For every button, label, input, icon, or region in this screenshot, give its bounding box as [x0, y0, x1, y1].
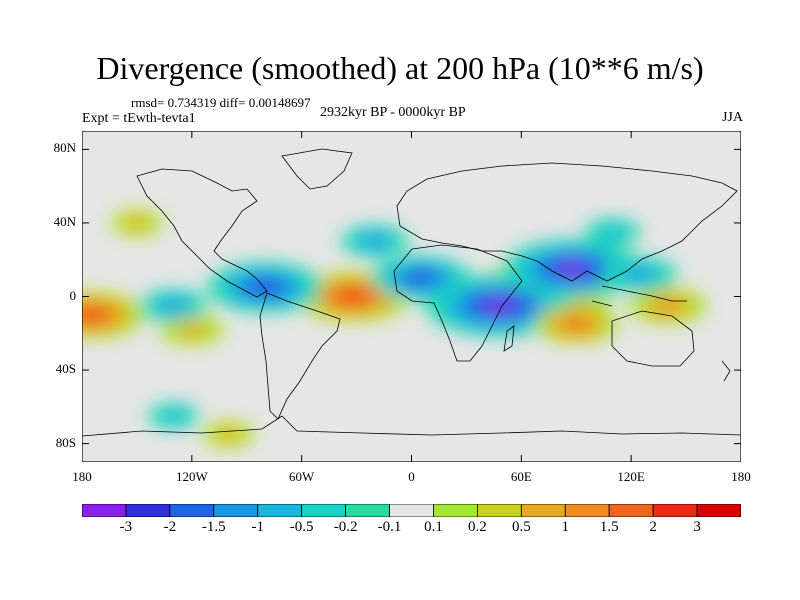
field-contour-min-north-atlantic: [363, 236, 387, 247]
colorbar-label: 0.5: [511, 519, 531, 535]
colorbar-label: 3: [693, 519, 701, 535]
lat-tick-label: 80N: [53, 140, 76, 156]
lon-tick-label: 120W: [175, 469, 208, 484]
colorbar-label: 1.5: [599, 519, 619, 535]
field-contour-min-central-america: [251, 281, 279, 294]
coast-new-zealand: [721, 360, 731, 382]
field-contour-min-southern-ocean: [162, 410, 185, 422]
field-contour-min-south-pacific-band: [162, 300, 185, 312]
coast-antarctica: [82, 415, 741, 437]
lat-tick-label: 40S: [55, 361, 76, 377]
colorbar-box: [345, 504, 390, 517]
plot-title: Divergence (smoothed) at 200 hPa (10**6 …: [96, 50, 704, 86]
field-contour-max-east-pacific: [82, 309, 104, 321]
colorbar-label: 2: [649, 519, 657, 535]
colorbar-box: [125, 504, 171, 517]
colorbar-label: -0.5: [289, 519, 314, 535]
colorbar-box: [169, 504, 215, 517]
lat-tick-label: 40N: [53, 213, 76, 229]
colorbar-label: -1: [251, 519, 264, 535]
period-label: 2932kyr BP - 0000kyr BP: [320, 105, 466, 120]
colorbar-box: [564, 504, 610, 517]
colorbar-label: -0.1: [377, 519, 402, 535]
colorbar-label: -1.5: [201, 519, 226, 535]
coast-australia: [611, 310, 695, 367]
field-contour-min-bay-of-bengal: [558, 263, 587, 275]
field-contour-max-north-pacific: [125, 217, 149, 229]
axis-ticks: [82, 131, 741, 462]
lat-tick-label: 0: [69, 287, 77, 303]
stats-line: rmsd= 0.734319 diff= 0.00148697: [131, 95, 311, 110]
field-contour-min-east-africa: [484, 299, 515, 312]
coast-southeast-asia-islands: [591, 285, 687, 307]
colorbar-box: [476, 504, 522, 517]
coast-north-america: [136, 168, 268, 298]
coast-eurasia: [396, 162, 738, 282]
lon-tick-label: 180: [731, 469, 751, 484]
lon-tick-label: 0: [408, 469, 415, 484]
colorbar-box: [301, 504, 347, 517]
colorbar-box: [82, 504, 127, 517]
colorbar-box: [652, 504, 698, 517]
colorbar-box: [213, 504, 259, 517]
lat-tick-label: 80S: [55, 434, 76, 450]
colorbar: [82, 504, 741, 517]
field-contour-min-west-africa: [409, 273, 433, 284]
field-contour-max-south-pacific-band: [177, 323, 206, 337]
lon-tick-label: 120E: [617, 469, 645, 484]
lon-tick-label: 180: [72, 469, 92, 484]
lon-tick-label: 60W: [289, 469, 315, 484]
field-contour-min-west-pacific: [627, 268, 653, 281]
coast-south-america: [259, 292, 341, 420]
divergence-field: [82, 209, 707, 448]
coast-greenland: [281, 148, 353, 190]
colorbar-box: [389, 504, 434, 517]
colorbar-label: 0.1: [424, 519, 443, 535]
colorbar-label: 1: [561, 519, 570, 535]
colorbar-label: -0.2: [333, 519, 358, 535]
coast-madagascar: [503, 325, 515, 352]
field-contour-max-maritime-continent: [654, 299, 681, 312]
field-contour-max-south-indian-ocean: [564, 318, 588, 330]
experiment-label: Expt = tEwth-tevta1: [82, 111, 196, 126]
colorbar-box: [257, 504, 303, 517]
colorbar-box: [608, 504, 654, 517]
colorbar-label: 0.2: [468, 519, 487, 535]
coast-africa: [393, 244, 523, 362]
field-contour-min-east-asia: [601, 226, 625, 238]
season-label: JJA: [721, 110, 743, 125]
lon-tick-label: 60E: [510, 469, 532, 484]
colorbar-label: -2: [163, 519, 177, 535]
coastlines: [82, 148, 741, 437]
colorbar-box: [520, 504, 566, 517]
colorbar-box: [696, 504, 741, 517]
field-contour-max-equatorial-atlantic: [339, 290, 367, 303]
colorbar-label: -3: [119, 519, 133, 535]
map-plot: [82, 131, 741, 462]
colorbar-box: [433, 504, 478, 517]
